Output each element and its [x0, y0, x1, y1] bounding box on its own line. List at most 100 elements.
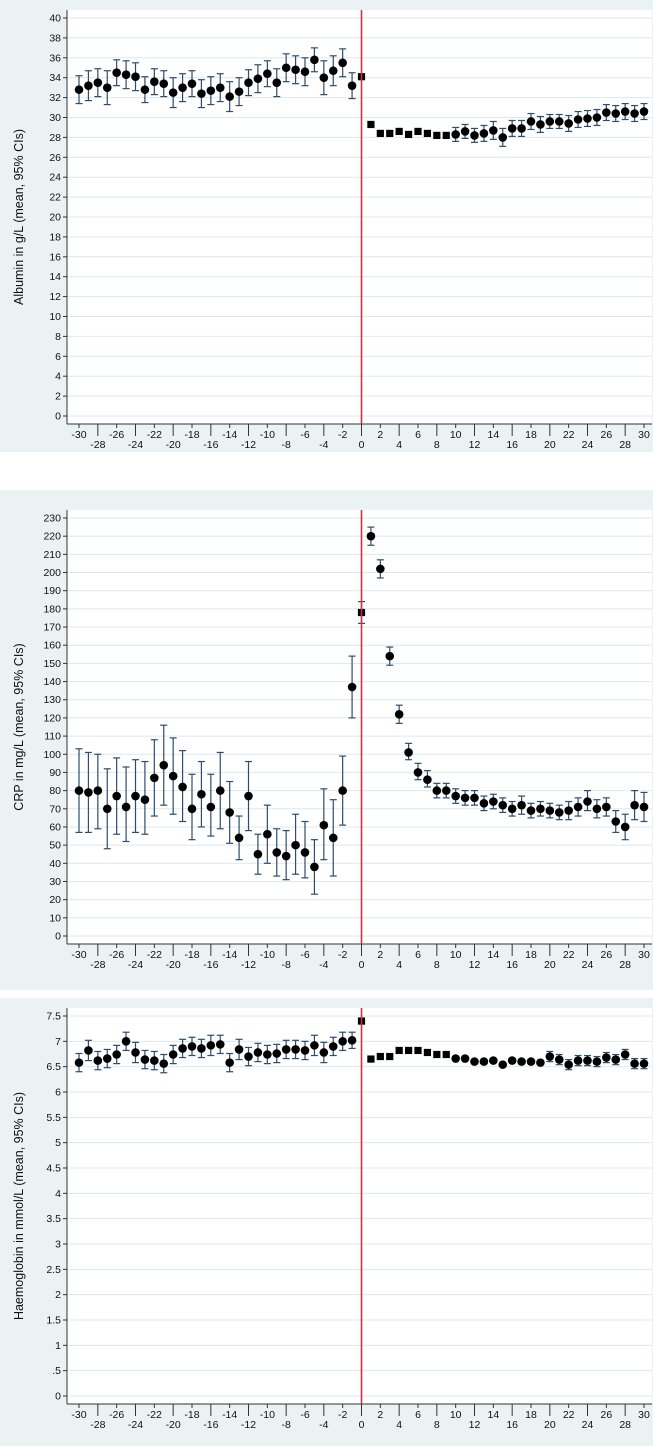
albumin-data-point — [489, 126, 498, 135]
hb-x-tick-label: 18 — [525, 1409, 537, 1421]
hb-y-tick-label: 5 — [55, 1137, 61, 1149]
albumin-x-tick-label: -2 — [338, 429, 347, 441]
albumin-data-point — [451, 130, 460, 139]
albumin-data-point — [272, 78, 282, 87]
albumin-data-point — [573, 115, 583, 124]
crp-data-point — [592, 804, 602, 814]
hb-x-tick-label: 26 — [600, 1409, 612, 1421]
hb-data-point — [234, 1045, 244, 1054]
albumin-y-tick-label: 36 — [49, 52, 61, 64]
hb-x-tick-label: -14 — [222, 1409, 237, 1421]
crp-x-tick-label: -18 — [184, 949, 199, 961]
crp-x-tick-label: -8 — [281, 959, 290, 971]
crp-data-point — [131, 791, 140, 801]
hb-y-tick-label: 7 — [55, 1036, 61, 1048]
crp-x-tick-label: 18 — [525, 949, 537, 961]
albumin-data-point — [197, 89, 206, 98]
crp-data-point — [215, 786, 225, 795]
albumin-data-point — [630, 109, 639, 118]
hb-data-point — [639, 1059, 649, 1068]
albumin-data-point — [84, 81, 93, 90]
albumin-data-point — [74, 85, 84, 94]
crp-y-tick-label: 100 — [43, 749, 61, 761]
crp-data-point — [394, 709, 404, 719]
hb-data-point — [433, 1050, 441, 1059]
albumin-y-tick-label: 26 — [49, 152, 61, 164]
albumin-x-tick-label: 18 — [525, 429, 537, 441]
crp-y-tick-label: 130 — [43, 694, 61, 706]
crp-data-point — [102, 804, 112, 814]
crp-y-tick-label: 50 — [49, 840, 61, 852]
hb-x-tick-label: 28 — [619, 1419, 631, 1431]
hb-data-point — [536, 1058, 545, 1067]
hb-y-tick-label: 6.5 — [46, 1061, 61, 1073]
albumin-y-tick-label: 18 — [49, 231, 61, 243]
hb-data-point — [460, 1054, 470, 1063]
hb-x-tick-label: -6 — [300, 1409, 309, 1421]
crp-x-tick-label: -16 — [203, 959, 218, 971]
crp-x-tick-label: -10 — [260, 949, 275, 961]
crp-x-tick-label: -6 — [300, 949, 309, 961]
albumin-data-point — [414, 127, 422, 136]
albumin-x-tick-label: -10 — [260, 429, 275, 441]
hb-data-point — [225, 1058, 234, 1067]
albumin-x-tick-label: 22 — [563, 429, 575, 441]
hb-data-point — [507, 1056, 517, 1065]
albumin-data-point — [479, 129, 489, 138]
hb-data-point — [442, 1050, 450, 1059]
albumin-data-point — [395, 127, 403, 136]
hb-x-tick-label: -22 — [147, 1409, 162, 1421]
albumin-data-point — [611, 109, 621, 118]
albumin-data-point — [517, 124, 526, 133]
hb-data-point — [470, 1057, 479, 1066]
albumin-x-tick-label: 26 — [600, 429, 612, 441]
albumin-data-point — [376, 129, 384, 138]
hb-data-point — [112, 1050, 121, 1059]
albumin-x-tick-label: -8 — [281, 439, 290, 451]
hb-data-point — [573, 1056, 583, 1065]
crp-x-tick-label: -14 — [222, 949, 237, 961]
hb-y-tick-label: 5.5 — [46, 1112, 61, 1124]
hb-y-tick-label: 1 — [55, 1340, 61, 1352]
albumin-x-tick-label: 6 — [415, 429, 421, 441]
hb-x-tick-label: -12 — [241, 1419, 256, 1431]
hb-data-point — [272, 1049, 282, 1058]
albumin-x-tick-label: -16 — [203, 439, 218, 451]
hb-data-point — [376, 1052, 384, 1061]
crp-data-point — [545, 806, 555, 815]
albumin-data-point — [281, 63, 291, 73]
hb-x-tick-label: -18 — [184, 1409, 199, 1421]
crp-x-tick-label: -20 — [166, 959, 181, 971]
hb-data-point — [545, 1052, 555, 1061]
crp-x-tick-label: -22 — [147, 949, 162, 961]
crp-x-tick-label: -28 — [90, 959, 105, 971]
hb-data-point — [300, 1046, 310, 1055]
hb-data-point — [404, 1046, 413, 1055]
crp-y-tick-label: 180 — [43, 603, 61, 615]
hb-data-point — [187, 1042, 197, 1051]
hb-data-point — [291, 1045, 300, 1054]
albumin-y-tick-label: 32 — [49, 92, 61, 104]
crp-data-point — [347, 682, 357, 692]
albumin-y-tick-label: 14 — [49, 271, 61, 283]
albumin-x-tick-label: 28 — [619, 439, 631, 451]
crp-data-point — [159, 760, 169, 770]
albumin-data-point — [583, 114, 592, 123]
crp-data-point — [432, 786, 442, 795]
crp-data-point — [178, 782, 187, 792]
albumin-y-axis-title: Albumin in g/L (mean, 95% CIs) — [12, 129, 26, 305]
crp-data-point — [404, 748, 413, 757]
crp-y-tick-label: 220 — [43, 531, 61, 543]
crp-data-point — [328, 833, 338, 843]
albumin-data-point — [460, 127, 470, 136]
crp-data-point — [263, 829, 272, 839]
crp-y-tick-label: 10 — [49, 912, 61, 924]
hb-x-tick-label: -26 — [109, 1409, 124, 1421]
crp-data-point — [564, 806, 573, 815]
crp-x-tick-label: 24 — [582, 959, 594, 971]
crp-x-tick-label: -2 — [338, 949, 347, 961]
haemoglobin-chart: 0.511.522.533.544.555.566.577.5-30-28-26… — [0, 998, 653, 1446]
crp-data-point — [413, 768, 423, 777]
crp-data-point — [526, 806, 536, 815]
albumin-y-tick-label: 28 — [49, 132, 61, 144]
